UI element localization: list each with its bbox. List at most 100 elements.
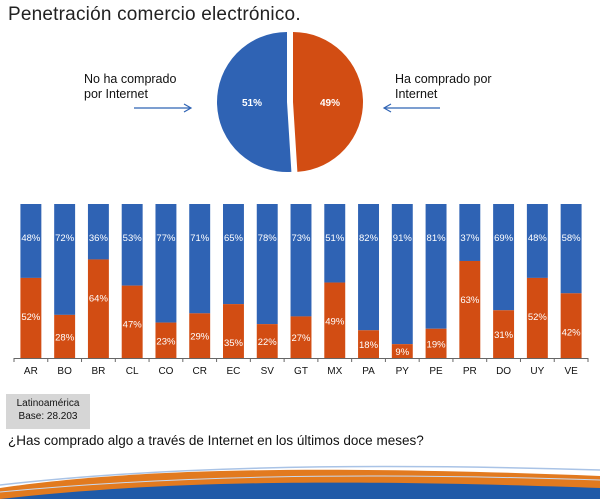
decorative-swoosh bbox=[0, 465, 600, 499]
x-tick-label-br: BR bbox=[91, 366, 105, 377]
bar-purchased-uy bbox=[526, 277, 548, 358]
pie-label-not-purchased: No ha comprado por Internet bbox=[84, 72, 176, 102]
bar-purchased-ve bbox=[560, 293, 582, 358]
label-not-purchased-mx: 51% bbox=[325, 233, 345, 244]
x-tick-label-cl: CL bbox=[126, 366, 139, 377]
bar-not-purchased-mx bbox=[324, 204, 346, 283]
bar-not-purchased-uy bbox=[526, 204, 548, 278]
bar-not-purchased-gt bbox=[290, 204, 312, 317]
pie-chart: 51% 49% bbox=[217, 32, 364, 172]
label-purchased-co: 23% bbox=[156, 336, 176, 347]
label-purchased-pe: 19% bbox=[427, 339, 447, 350]
label-purchased-uy: 52% bbox=[528, 312, 548, 323]
bar-purchased-co bbox=[155, 322, 177, 358]
label-purchased-ve: 42% bbox=[562, 327, 582, 338]
label-purchased-cl: 47% bbox=[123, 320, 143, 331]
bar-not-purchased-pr bbox=[459, 204, 481, 261]
arrow-left-icon bbox=[382, 103, 440, 113]
pie-label-not-purchased-line2: por Internet bbox=[84, 87, 148, 101]
x-tick-label-ec: EC bbox=[227, 366, 241, 377]
pie-label-not-purchased-line1: No ha comprado bbox=[84, 72, 177, 86]
pie-label-purchased-line1: Ha comprado por bbox=[395, 72, 492, 86]
chart-title: Penetración comercio electrónico. bbox=[8, 4, 301, 25]
x-tick-label-mx: MX bbox=[327, 366, 342, 377]
bar-purchased-cr bbox=[189, 313, 211, 358]
bar-not-purchased-cl bbox=[121, 204, 143, 286]
bar-purchased-bo bbox=[54, 314, 76, 358]
x-tick-label-pe: PE bbox=[429, 366, 443, 377]
source-base: Base: 28.203 bbox=[18, 411, 78, 422]
label-not-purchased-pr: 37% bbox=[460, 233, 480, 244]
pie-label-purchased: Ha comprado por Internet bbox=[395, 72, 492, 102]
x-tick-label-cr: CR bbox=[192, 366, 206, 377]
x-tick-label-do: DO bbox=[496, 366, 511, 377]
label-purchased-bo: 28% bbox=[55, 332, 75, 343]
bar-not-purchased-co bbox=[155, 204, 177, 323]
pie-value-purchased: 49% bbox=[320, 98, 340, 109]
bar-not-purchased-pa bbox=[358, 204, 379, 331]
source-region: Latinoamérica bbox=[16, 398, 80, 409]
pie-label-purchased-line2: Internet bbox=[395, 87, 438, 101]
survey-question: ¿Has comprado algo a través de Internet … bbox=[8, 433, 424, 448]
bar-purchased-br bbox=[87, 259, 109, 358]
bar-purchased-py bbox=[391, 344, 413, 358]
pie-value-not-purchased: 51% bbox=[242, 98, 262, 109]
bar-purchased-mx bbox=[324, 282, 346, 358]
bar-not-purchased-ar bbox=[20, 204, 42, 278]
label-purchased-ec: 35% bbox=[224, 338, 244, 349]
label-purchased-mx: 49% bbox=[325, 317, 345, 328]
label-purchased-sv: 22% bbox=[258, 337, 278, 348]
bar-purchased-pe bbox=[425, 328, 447, 358]
label-not-purchased-co: 77% bbox=[156, 233, 176, 244]
label-not-purchased-do: 69% bbox=[494, 233, 514, 244]
label-not-purchased-bo: 72% bbox=[55, 233, 75, 244]
label-not-purchased-ec: 65% bbox=[224, 233, 244, 244]
x-tick-label-gt: GT bbox=[294, 366, 308, 377]
x-tick-label-bo: BO bbox=[57, 366, 72, 377]
label-purchased-cr: 29% bbox=[190, 332, 210, 343]
bar-not-purchased-pe bbox=[425, 204, 447, 329]
label-not-purchased-gt: 73% bbox=[291, 233, 311, 244]
label-not-purchased-cr: 71% bbox=[190, 233, 210, 244]
label-not-purchased-pa: 82% bbox=[359, 233, 379, 244]
label-purchased-do: 31% bbox=[494, 330, 514, 341]
source-note: Latinoamérica Base: 28.203 bbox=[6, 394, 90, 429]
bar-purchased-ar bbox=[20, 277, 42, 358]
bar-not-purchased-sv bbox=[256, 204, 278, 325]
label-purchased-pr: 63% bbox=[460, 295, 480, 306]
bar-purchased-ec bbox=[223, 304, 244, 358]
label-not-purchased-cl: 53% bbox=[123, 233, 143, 244]
pie-slice-not-purchased bbox=[217, 32, 292, 172]
bar-not-purchased-cr bbox=[189, 204, 211, 314]
x-tick-label-pa: PA bbox=[362, 366, 375, 377]
label-not-purchased-sv: 78% bbox=[258, 233, 278, 244]
bar-not-purchased-do bbox=[493, 204, 515, 311]
x-tick-label-ve: VE bbox=[564, 366, 578, 377]
label-not-purchased-pe: 81% bbox=[427, 233, 447, 244]
label-purchased-br: 64% bbox=[89, 293, 109, 304]
x-tick-label-uy: UY bbox=[530, 366, 544, 377]
bar-not-purchased-br bbox=[87, 204, 109, 260]
bar-purchased-sv bbox=[256, 324, 278, 358]
x-tick-label-pr: PR bbox=[463, 366, 477, 377]
bar-not-purchased-ec bbox=[223, 204, 244, 305]
label-not-purchased-ve: 58% bbox=[562, 233, 582, 244]
label-purchased-pa: 18% bbox=[359, 340, 379, 351]
label-purchased-gt: 27% bbox=[291, 333, 311, 344]
x-tick-label-co: CO bbox=[158, 366, 173, 377]
label-not-purchased-ar: 48% bbox=[21, 233, 41, 244]
bar-purchased-pa bbox=[358, 330, 379, 358]
stacked-bar-chart: 48% 52% AR 72% 28% BO 36% 64% BR 53% 47% CL 77% 23% CO… bbox=[13, 204, 589, 377]
bar-purchased-pr bbox=[459, 260, 481, 358]
label-not-purchased-py: 91% bbox=[393, 233, 413, 244]
pie-slice-purchased bbox=[293, 32, 364, 172]
bar-not-purchased-ve bbox=[560, 204, 582, 294]
bar-not-purchased-py bbox=[391, 204, 413, 345]
label-purchased-ar: 52% bbox=[21, 312, 41, 323]
x-tick-label-ar: AR bbox=[24, 366, 38, 377]
x-tick-label-sv: SV bbox=[261, 366, 275, 377]
x-tick-label-py: PY bbox=[396, 366, 410, 377]
label-purchased-py: 9% bbox=[395, 347, 409, 358]
bar-not-purchased-bo bbox=[54, 204, 76, 315]
bar-purchased-gt bbox=[290, 316, 312, 358]
